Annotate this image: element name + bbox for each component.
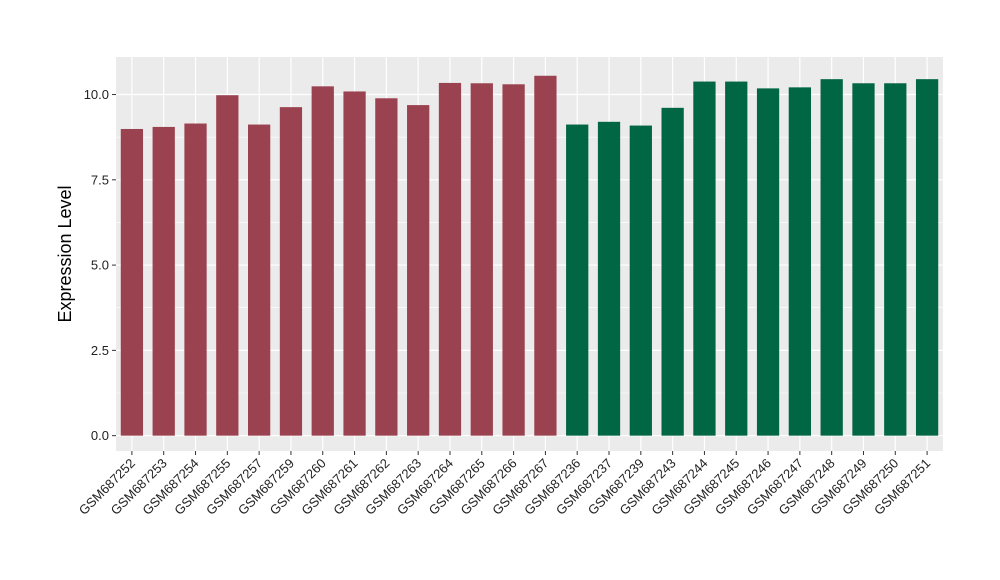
bars	[120, 75, 939, 436]
bar-GSM687254	[184, 123, 207, 436]
bar-GSM687263	[407, 105, 430, 436]
y-tick-label: 7.5	[91, 172, 109, 187]
bar-GSM687251	[915, 79, 939, 436]
y-tick-label: 2.5	[91, 343, 109, 358]
bar-GSM687266	[502, 84, 525, 436]
bar-GSM687243	[661, 107, 684, 436]
bar-GSM687265	[470, 83, 493, 436]
y-tick-label: 10.0	[84, 87, 109, 102]
bar-GSM687255	[216, 95, 239, 436]
bar-GSM687259	[279, 107, 303, 436]
bar-GSM687264	[438, 82, 462, 436]
bar-GSM687247	[788, 87, 811, 436]
bar-GSM687260	[311, 86, 334, 436]
bar-GSM687257	[248, 124, 271, 436]
bar-GSM687239	[629, 125, 652, 436]
bar-GSM687236	[566, 124, 589, 436]
plot-panel	[116, 57, 943, 451]
bar-GSM687253	[152, 126, 175, 436]
bar-GSM687261	[343, 91, 366, 436]
x-axis: GSM687252GSM687253GSM687254GSM687255GSM6…	[76, 451, 933, 518]
bar-GSM687250	[884, 83, 907, 436]
bar-GSM687245	[725, 81, 748, 436]
y-tick-label: 5.0	[91, 258, 109, 273]
y-axis-title: Expression Level	[55, 185, 75, 322]
bar-GSM687267	[534, 75, 557, 436]
y-tick-label: 0.0	[91, 428, 109, 443]
bar-GSM687262	[375, 98, 398, 436]
bar-GSM687248	[820, 79, 843, 436]
bar-GSM687246	[756, 88, 780, 436]
bar-GSM687237	[597, 121, 621, 436]
bar-GSM687252	[120, 128, 144, 436]
bar-GSM687244	[693, 81, 716, 436]
bar-GSM687249	[852, 83, 875, 436]
y-axis: 0.0 2.5 5.0 7.5 10.0	[84, 87, 116, 443]
